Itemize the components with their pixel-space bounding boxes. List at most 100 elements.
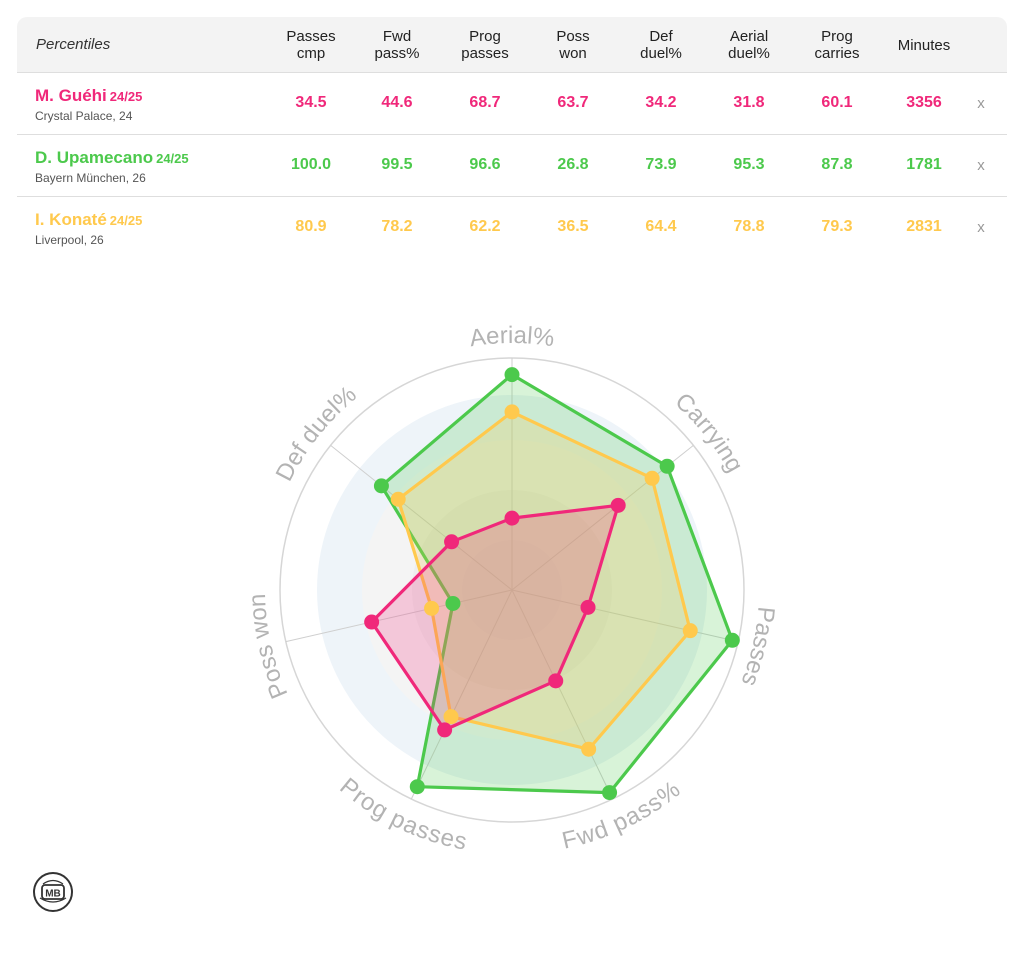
player-season: 24/25 [109,89,143,104]
remove-player-button[interactable]: x [977,95,985,112]
radar-point [580,599,596,615]
player-name-text: M. Guéhi [35,86,107,105]
radar-point [602,785,618,801]
player-season: 24/25 [156,151,189,166]
remove-player-button[interactable]: x [977,157,985,174]
column-header-line: Poss [556,28,590,45]
player-club: Bayern München, 26 [35,171,146,185]
table-cell: 73.9 [645,156,677,173]
table-row: I. Konaté 24/25 Liverpool, 26 80.9 78.2 62.2 3… [17,197,1007,258]
percentiles-table: Percentiles Passes cmp Fwd pass% Prog passes P… [17,17,1007,258]
radar-spoke [285,589,513,643]
column-header[interactable]: Fwd pass% [357,28,437,62]
table-row: D. Upamecano 24/25 Bayern München, 26 100.0… [17,135,1007,197]
radar-point [659,458,675,474]
column-header[interactable]: Minutes [884,37,964,54]
radar-point [390,491,406,507]
radar-point [409,779,425,795]
radar-spoke [410,589,513,800]
radar-point [504,510,520,526]
player-club: Liverpool, 26 [35,233,104,247]
radar-point [443,709,459,725]
table-cell: 31.8 [733,94,765,111]
column-header-line: pass% [374,45,420,62]
player-name[interactable]: M. Guéhi 24/25 [35,86,142,106]
axis-label: Aerial% [468,322,556,352]
radar-point [644,470,660,486]
radar-point [548,673,564,689]
table-cell: 79.3 [821,218,853,235]
column-header-line: duel% [640,45,682,62]
column-header[interactable]: Prog carries [797,28,877,62]
table-cell: 78.8 [733,218,765,235]
radar-point [373,478,389,494]
player-season: 24/25 [109,213,143,228]
column-header-line: Aerial [729,28,769,45]
table-cell: 80.9 [295,218,327,235]
table-cell: 87.8 [821,156,853,173]
table-cell: 95.3 [733,156,765,173]
table-cell: 68.7 [469,94,501,111]
radar-series-polygon [379,373,734,795]
player-name-text: I. Konaté [35,210,107,229]
player-name[interactable]: I. Konaté 24/25 [35,210,142,230]
table-cell: 96.6 [469,156,501,173]
radar-spoke [511,589,614,800]
table-cell: 3356 [906,94,942,111]
table-row: M. Guéhi 24/25 Crystal Palace, 24 34.5 44.6 6… [17,73,1007,135]
table-cell: 44.6 [381,94,413,111]
player-club: Crystal Palace, 24 [35,109,133,123]
percentiles-label: Percentiles [36,36,111,53]
table-cell: 100.0 [290,156,332,173]
column-header-line: Passes [286,28,336,45]
column-header[interactable]: Aerial duel% [709,28,789,62]
radar-point [610,497,626,513]
table-cell: 63.7 [557,94,589,111]
column-header-line: Prog [821,28,853,45]
column-header-line: carries [814,45,860,62]
radar-point [581,741,597,757]
table-cell: 36.5 [557,218,589,235]
column-header-line: Minutes [897,37,951,54]
remove-player-button[interactable]: x [977,219,985,236]
radar-point [364,614,380,630]
column-header[interactable]: Poss won [533,28,613,62]
column-header-line: won [559,45,587,62]
table-cell: 64.4 [645,218,677,235]
table-header: Percentiles Passes cmp Fwd pass% Prog passes P… [17,17,1007,73]
column-header-line: passes [461,45,509,62]
radar-point [504,404,520,420]
column-header-line: duel% [728,45,770,62]
table-cell: 1781 [906,156,942,173]
radar-point [682,623,698,639]
svg-text:MB: MB [45,889,61,900]
radar-point [724,632,740,648]
table-cell: 99.5 [381,156,413,173]
radar-point [444,534,460,550]
table-cell: 26.8 [557,156,589,173]
table-cell: 34.5 [295,94,327,111]
table-body: M. Guéhi 24/25 Crystal Palace, 24 34.5 44.6 6… [17,73,1007,258]
table-cell: 78.2 [381,218,413,235]
column-header-line: cmp [296,45,326,62]
radar-series-polygon [396,410,692,751]
table-cell: 34.2 [645,94,677,111]
radar-point [424,600,440,616]
column-header[interactable]: Passes cmp [271,28,351,62]
radar-spoke [330,444,513,591]
table-cell: 60.1 [821,94,853,111]
column-header[interactable]: Prog passes [445,28,525,62]
table-cell: 2831 [906,218,942,235]
radar-point [504,367,520,383]
mb-logo: MB [33,872,73,912]
column-header-line: Prog [469,28,501,45]
table-cell: 62.2 [469,218,501,235]
radar-point [445,595,461,611]
player-name[interactable]: D. Upamecano 24/25 [35,148,189,168]
player-name-text: D. Upamecano [35,148,154,167]
radar-point [437,722,453,738]
column-header[interactable]: Def duel% [621,28,701,62]
column-header-line: Def [649,28,673,45]
column-header-line: Fwd [382,28,412,45]
